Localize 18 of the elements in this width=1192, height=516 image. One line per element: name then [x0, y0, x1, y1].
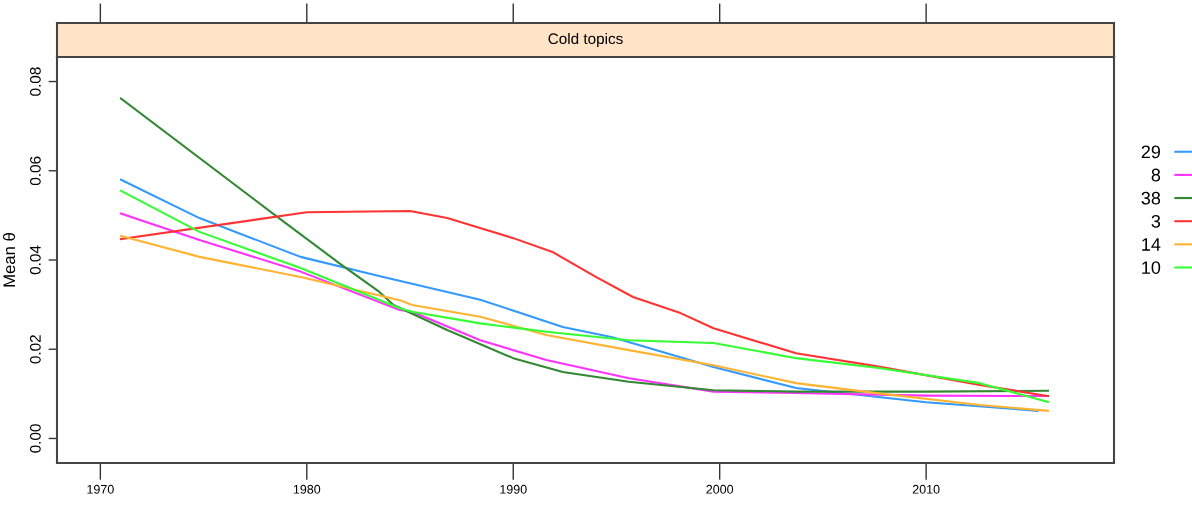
y-tick-label: 0.04	[29, 245, 41, 275]
chart-title: Cold topics	[548, 32, 623, 48]
x-tick-label: 2010	[912, 484, 940, 494]
legend-label: 3	[1151, 214, 1161, 228]
x-tick-label: 2000	[706, 484, 734, 494]
x-tick-label: 1990	[500, 484, 527, 494]
y-tick-label: 0.02	[29, 335, 41, 364]
legend-label: 14	[1142, 238, 1161, 251]
y-tick-label: 0.00	[29, 424, 41, 453]
x-tick-label: 1970	[87, 484, 114, 494]
x-tick-label: 1980	[293, 484, 321, 494]
legend-label: 8	[1151, 168, 1161, 182]
y-tick-label: 0.08	[29, 67, 41, 96]
legend-label: 29	[1141, 145, 1161, 159]
legend-label: 38	[1141, 191, 1161, 205]
y-axis-title: Mean θ	[2, 233, 16, 287]
y-tick-label: 0.06	[29, 156, 41, 186]
legend-label: 10	[1142, 261, 1161, 274]
